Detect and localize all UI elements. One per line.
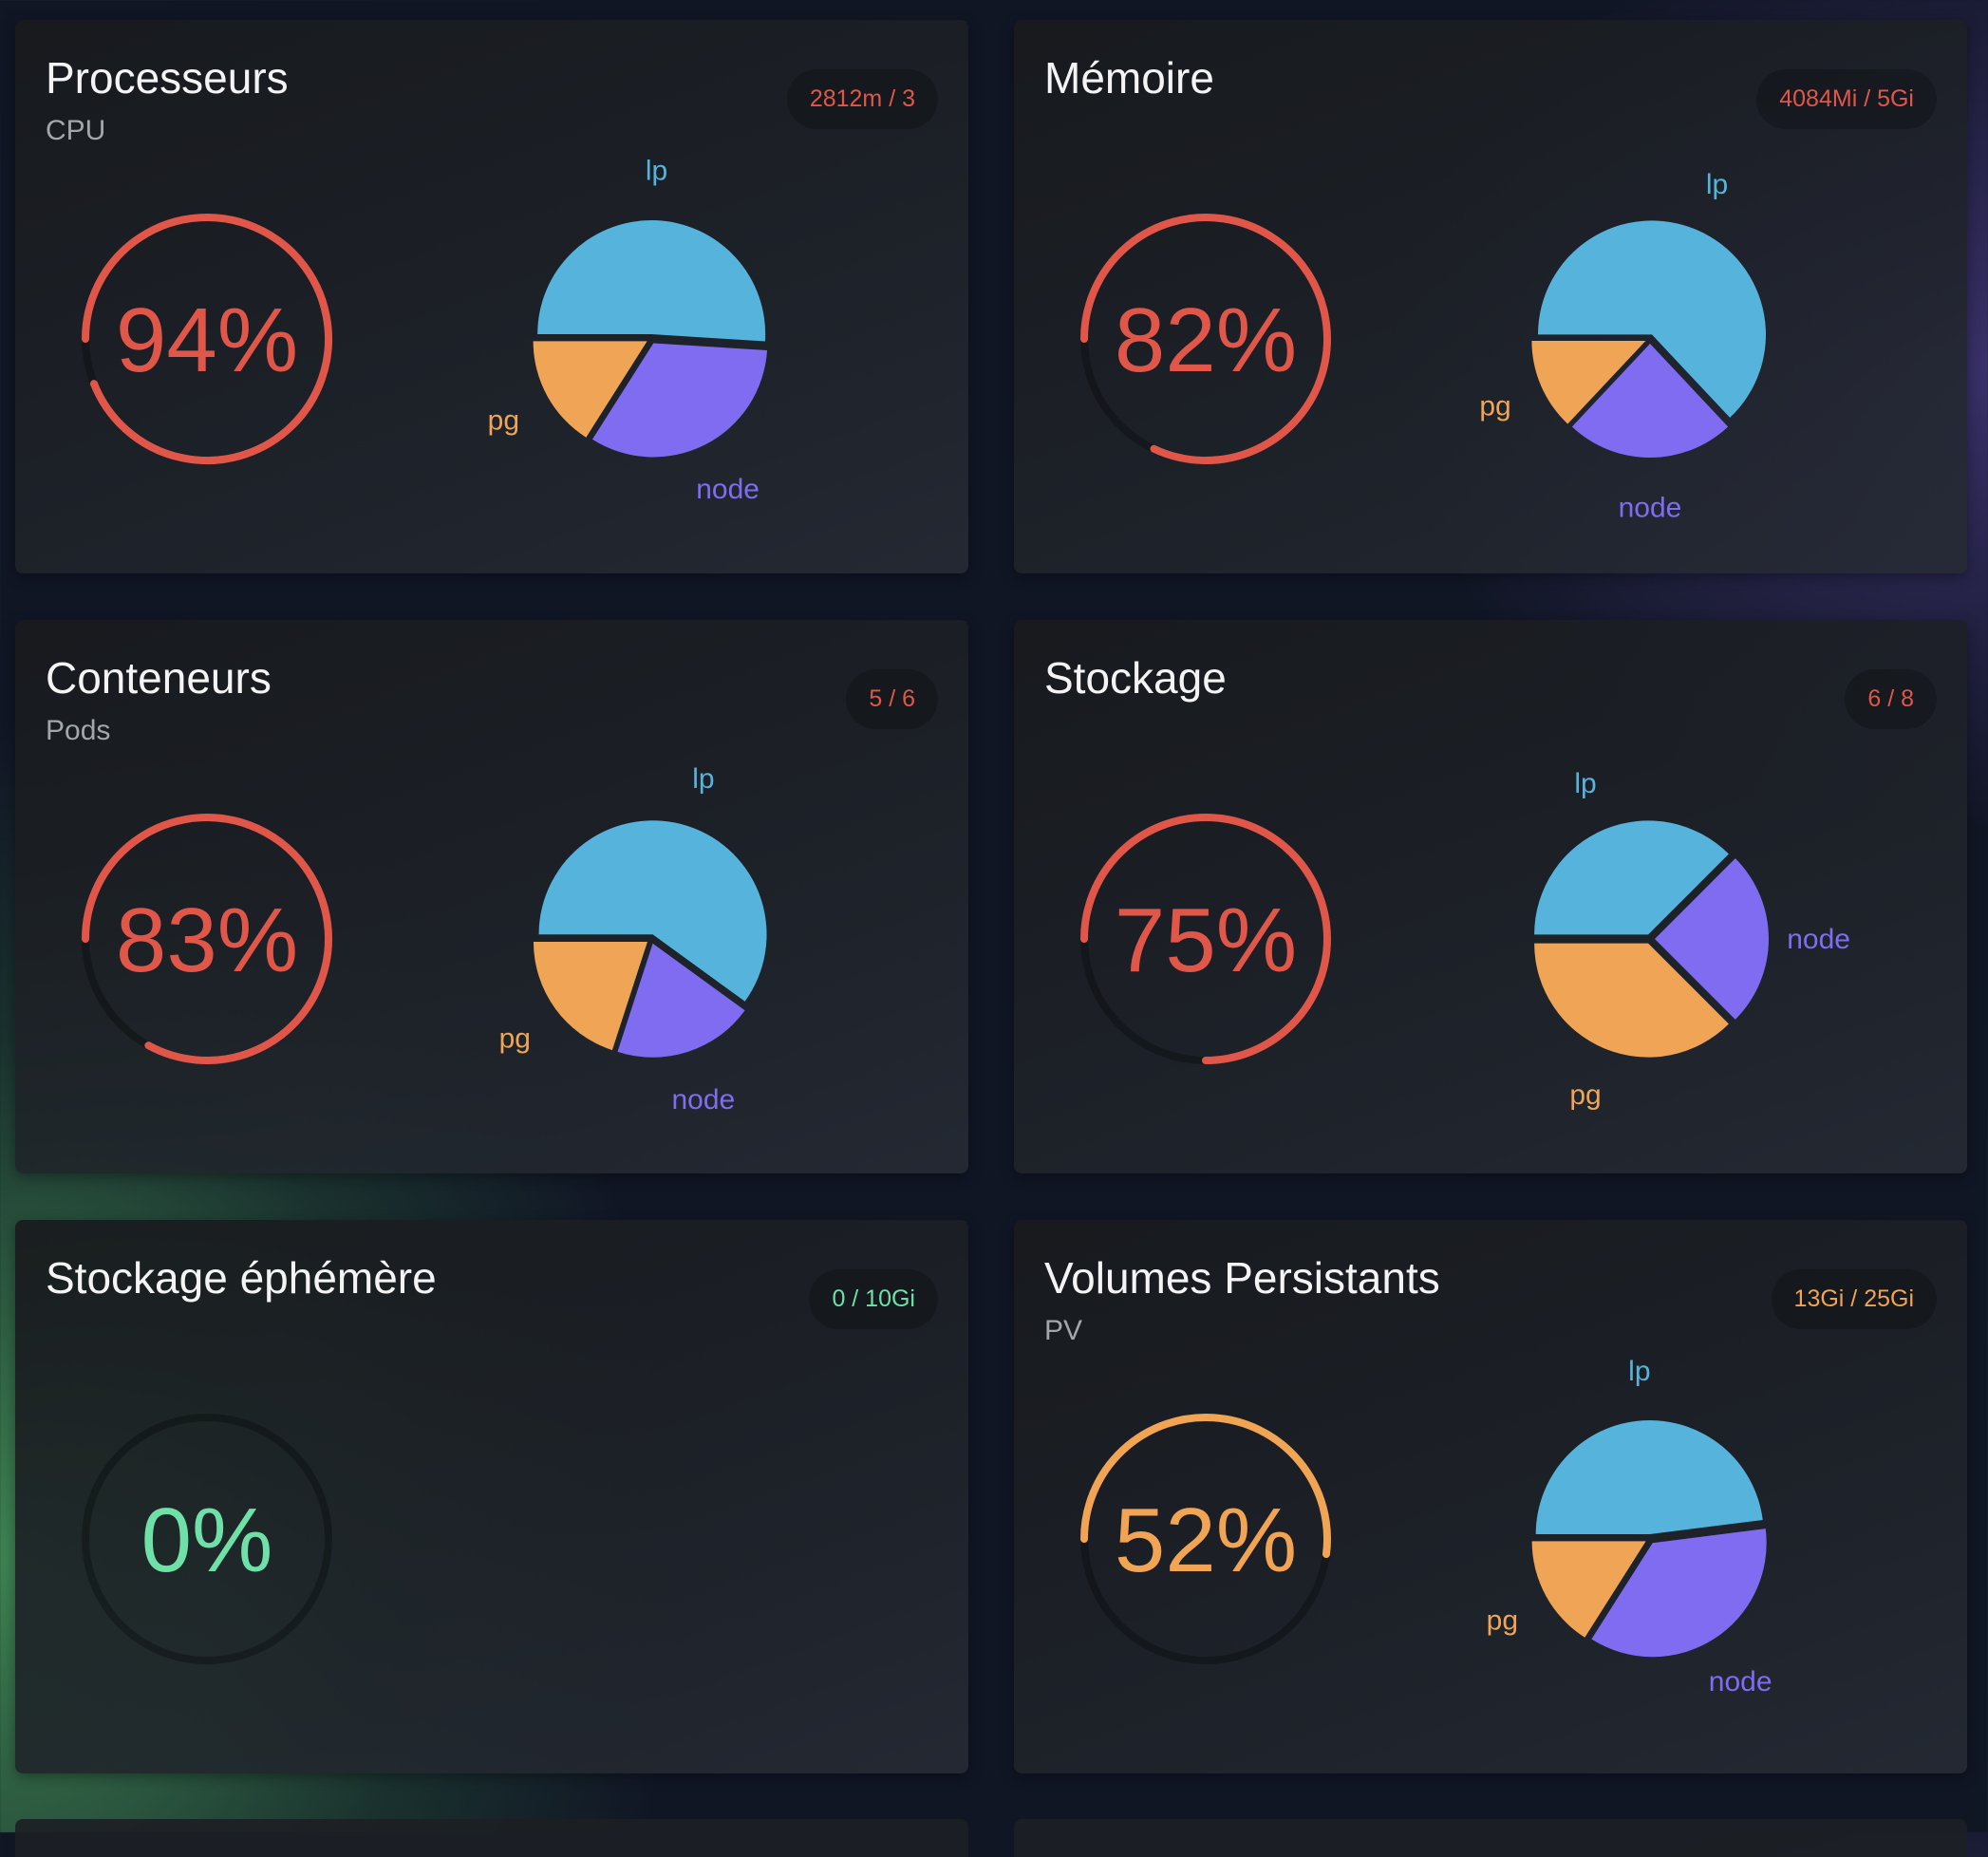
gauge-arc [82, 814, 332, 1064]
card-visuals: 0% [82, 1414, 332, 1664]
pie-label-pg: pg [1487, 1605, 1518, 1637]
pie-label-lp: lp [1706, 169, 1728, 200]
resource-card: Stockage éphémère 0 / 10Gi 0% [15, 1220, 968, 1773]
card-subtitle: Pods [46, 715, 111, 746]
pie-slice-lp[interactable] [538, 820, 767, 1002]
resource-card: Conteneurs Pods 5 / 6 83% lp node pg [15, 620, 968, 1173]
pie-slice-node[interactable] [591, 343, 768, 458]
pie-slice-node[interactable] [617, 943, 745, 1058]
usage-badge: 13Gi / 25Gi [1771, 1269, 1937, 1329]
card-title: Mémoire [1044, 53, 1214, 103]
gauge-percent: 75% [1115, 890, 1297, 991]
gauge-arc [1080, 1414, 1331, 1559]
card-title: Stockage [1044, 653, 1227, 703]
pie-slice-pg[interactable] [1531, 1541, 1646, 1638]
pie-label-lp: lp [692, 763, 714, 795]
pie-label-pg: pg [1479, 391, 1510, 422]
pie-label-node: node [672, 1084, 736, 1116]
pie-slice-pg[interactable] [1534, 943, 1729, 1058]
pie-slice-lp[interactable] [1537, 220, 1766, 418]
gauge-arc [82, 214, 332, 464]
pie-label-node: node [696, 474, 760, 505]
card-visuals: 83% lp node pg [82, 763, 767, 1116]
usage-badge: 5 / 6 [846, 669, 938, 729]
pie-slice-node[interactable] [1571, 344, 1729, 459]
resource-card: Processeurs CPU 2812m / 3 94% lp node pg [15, 20, 968, 573]
gauge-track [82, 1414, 332, 1664]
card-title: Stockage éphémère [46, 1253, 437, 1303]
pie-label-pg: pg [499, 1022, 531, 1054]
card-title: Volumes Persistants [1044, 1253, 1440, 1303]
gauge-percent: 83% [116, 890, 298, 991]
pie-slice-pg[interactable] [533, 341, 647, 438]
card-title: Conteneurs [46, 653, 272, 703]
pie-slice-lp[interactable] [1534, 820, 1729, 935]
gauge-percent: 82% [1115, 290, 1297, 391]
pie-label-pg: pg [1569, 1079, 1601, 1111]
pie-slice-node[interactable] [1655, 858, 1770, 1020]
pie-label-node: node [1619, 493, 1682, 524]
pie-label-node: node [1709, 1666, 1772, 1698]
resource-card: Volumes Persistants PV 13Gi / 25Gi 52% lp nod… [1014, 1220, 1967, 1773]
card-visuals: 75% lp node pg [1080, 768, 1850, 1111]
gauge-percent: 94% [116, 290, 298, 391]
resource-card-partial [15, 1819, 968, 1857]
pie-label-pg: pg [488, 405, 519, 437]
pie-slice-lp[interactable] [537, 220, 766, 342]
pie-slice-pg[interactable] [533, 941, 647, 1051]
gauge-arc [1080, 814, 1331, 1064]
card-subtitle: PV [1044, 1315, 1083, 1346]
card-visuals: 82% lp node pg [1080, 169, 1766, 524]
pie-slice-node[interactable] [1591, 1529, 1767, 1658]
pie-slice-pg[interactable] [1531, 340, 1646, 424]
card-subtitle: CPU [46, 115, 106, 146]
gauge-percent: 52% [1115, 1490, 1297, 1591]
resource-card: Mémoire 4084Mi / 5Gi 82% lp node pg [1014, 20, 1967, 573]
card-visuals: 52% lp node pg [1080, 1356, 1772, 1698]
usage-badge: 0 / 10Gi [809, 1269, 938, 1329]
card-title: Processeurs [46, 53, 289, 103]
gauge-arc [1080, 214, 1331, 464]
gauge-percent: 0% [141, 1490, 273, 1591]
usage-badge: 2812m / 3 [786, 69, 938, 129]
resource-card-partial [1014, 1819, 1967, 1857]
card-visuals: 94% lp node pg [82, 155, 768, 505]
usage-badge: 6 / 8 [1845, 669, 1937, 729]
pie-slice-lp[interactable] [1535, 1420, 1763, 1535]
usage-badge: 4084Mi / 5Gi [1756, 69, 1937, 129]
resource-card: Stockage 6 / 8 75% lp node pg [1014, 620, 1967, 1173]
pie-label-lp: lp [1628, 1356, 1650, 1387]
pie-label-node: node [1787, 924, 1850, 955]
pie-label-lp: lp [646, 155, 667, 186]
pie-label-lp: lp [1574, 768, 1596, 799]
